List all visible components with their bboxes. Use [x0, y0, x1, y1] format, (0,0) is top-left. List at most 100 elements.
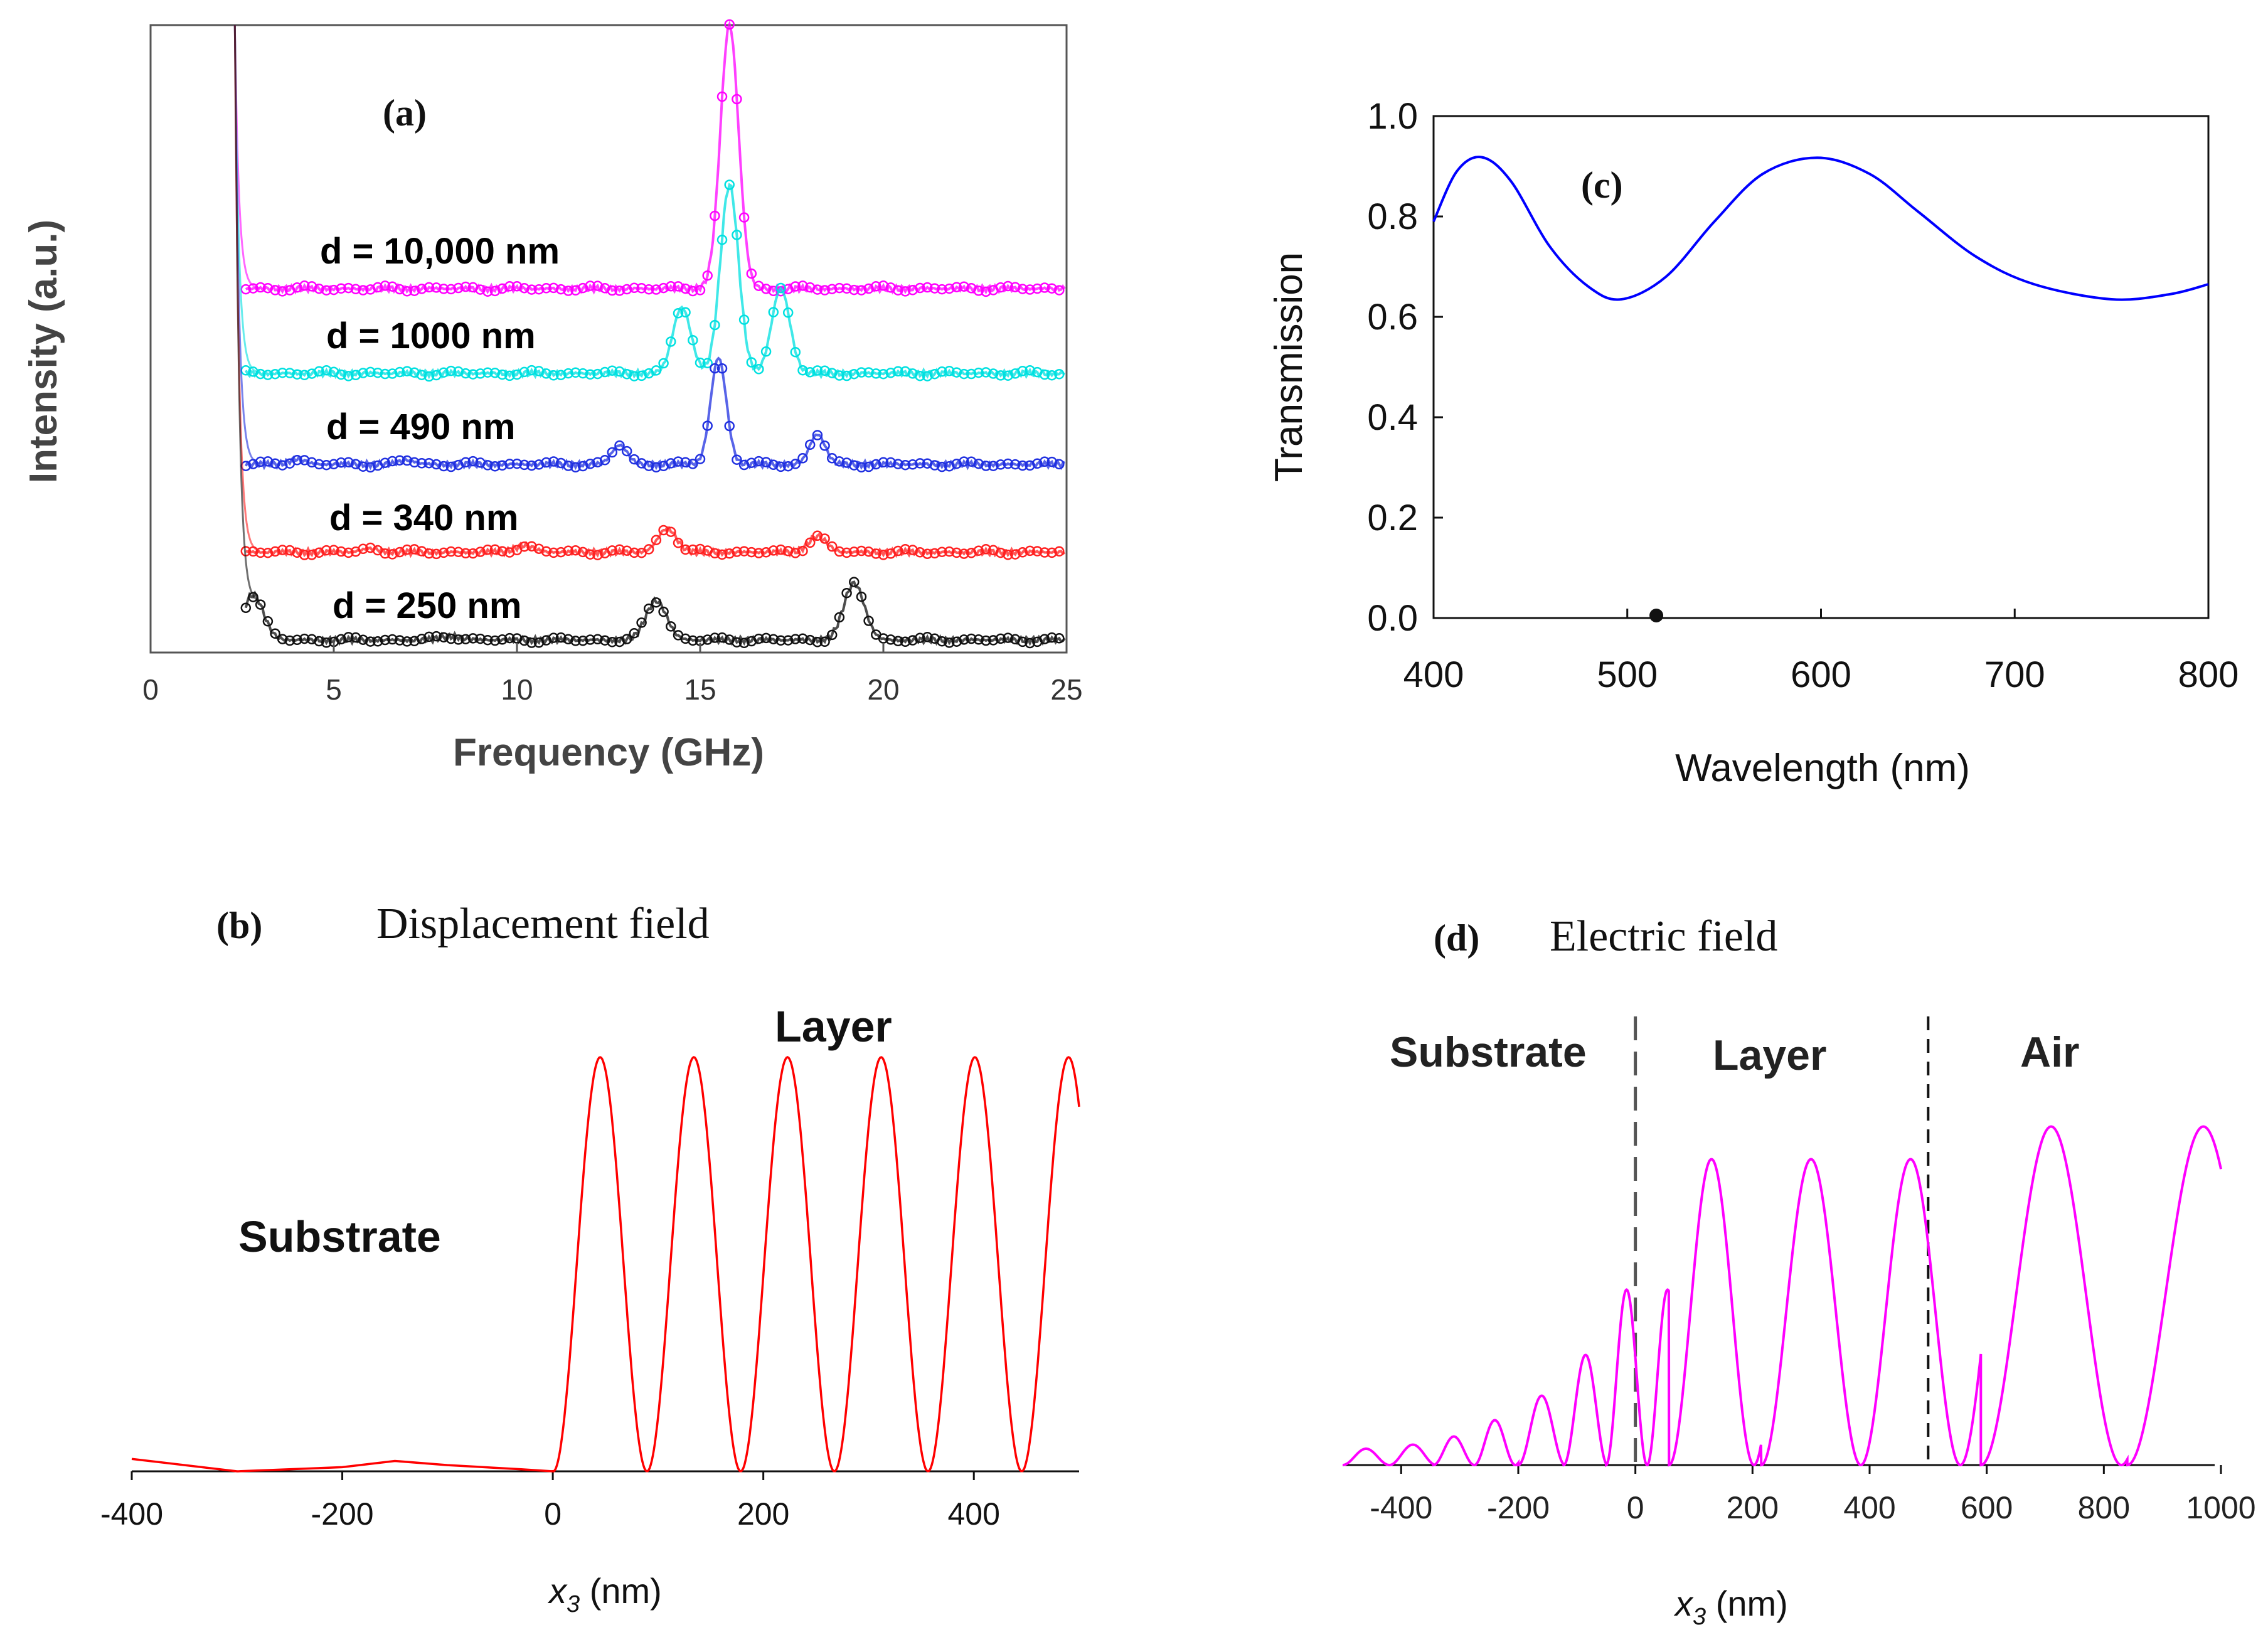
a-data-point — [732, 230, 742, 240]
a-data-point — [592, 368, 603, 380]
a-data-point — [614, 440, 625, 451]
a-data-point — [768, 459, 779, 471]
a-data-point — [380, 548, 391, 559]
a-data-point — [959, 456, 969, 467]
a-data-point — [724, 420, 735, 432]
a-data-point — [702, 420, 713, 431]
a-data-point — [563, 545, 574, 557]
a-data-point — [666, 458, 676, 469]
a-data-point — [782, 546, 794, 557]
a-data-point — [804, 537, 816, 548]
a-data-point — [409, 457, 420, 468]
a-series-line — [245, 20, 1066, 295]
a-data-point — [651, 462, 662, 473]
panel-d: (d) Electric field Substrate Layer Air -… — [1343, 912, 2256, 1630]
a-data-point — [475, 284, 486, 295]
a-data-point — [863, 616, 874, 626]
panel-d-title: Electric field — [1550, 912, 1777, 961]
a-data-point — [306, 634, 317, 645]
panel-a-x-axis-label: Frequency (GHz) — [453, 731, 764, 774]
a-data-point — [402, 636, 413, 647]
a-data-point — [629, 628, 640, 639]
a-data-point — [753, 456, 764, 467]
a-data-point — [519, 366, 530, 378]
wavelength-marker — [1649, 609, 1664, 622]
a-data-point — [922, 548, 933, 559]
a-data-point — [710, 319, 720, 331]
a-data-point — [915, 370, 925, 381]
a-data-point — [570, 367, 581, 378]
a-data-point — [621, 284, 632, 295]
a-data-point — [306, 457, 317, 468]
panel-b-label: (b) — [216, 905, 262, 946]
a-data-point — [519, 459, 530, 471]
a-data-point — [460, 368, 471, 379]
a-data-point — [460, 548, 471, 559]
a-data-point — [929, 548, 940, 559]
a-data-point — [951, 547, 962, 558]
a-data-point — [732, 546, 742, 557]
b-x-tick-label: 200 — [737, 1496, 789, 1532]
a-data-point — [915, 632, 925, 643]
a-data-point — [343, 457, 354, 467]
a-data-point — [629, 547, 640, 558]
a-data-point — [849, 546, 860, 557]
a-data-point — [321, 365, 332, 376]
a-data-point — [453, 634, 464, 645]
a-data-point — [871, 368, 881, 379]
a-data-point — [519, 282, 530, 294]
a-data-point — [489, 544, 501, 555]
a-data-point — [299, 370, 310, 381]
a-data-point — [871, 459, 881, 470]
a-data-point — [716, 234, 728, 245]
a-data-point — [732, 93, 742, 105]
a-data-point — [482, 544, 493, 555]
a-data-point — [797, 545, 808, 557]
a-data-point — [475, 368, 486, 379]
a-data-point — [1046, 283, 1057, 294]
a-data-point — [680, 544, 691, 555]
a-data-point — [658, 606, 669, 617]
a-data-point — [937, 366, 947, 377]
a-data-point — [826, 541, 838, 552]
a-data-point — [658, 358, 669, 369]
a-data-point — [563, 368, 574, 379]
a-data-point — [475, 633, 486, 644]
a-data-point — [856, 367, 867, 378]
a-data-point — [336, 369, 346, 380]
a-data-point — [350, 370, 361, 381]
a-data-point — [856, 285, 867, 296]
a-data-point — [321, 545, 332, 556]
a-data-point — [1017, 284, 1028, 294]
a-data-point — [607, 447, 618, 458]
a-data-point — [710, 210, 720, 221]
a-data-point — [915, 458, 925, 469]
a-data-point — [533, 284, 545, 295]
a-data-point — [937, 284, 947, 295]
a-data-point — [438, 461, 449, 472]
a-data-point — [959, 548, 969, 559]
a-data-point — [1039, 456, 1050, 467]
a-data-point — [732, 454, 742, 465]
a-data-point — [1025, 284, 1035, 295]
a-data-point — [402, 286, 413, 297]
a-data-point — [336, 457, 346, 468]
a-data-point — [1009, 282, 1021, 292]
a-data-point — [797, 365, 808, 376]
a-data-point — [937, 636, 947, 647]
a-data-point — [255, 599, 266, 610]
a-data-point — [629, 282, 640, 294]
a-data-point — [1017, 366, 1028, 376]
a-data-point — [380, 634, 391, 646]
a-data-point — [937, 546, 947, 557]
a-data-point — [951, 367, 962, 378]
a-data-point — [570, 545, 581, 556]
a-data-point — [336, 546, 346, 557]
a-data-point — [467, 456, 479, 467]
a-data-point — [907, 285, 918, 296]
a-data-point — [438, 547, 449, 558]
a-data-point — [724, 179, 735, 190]
a-data-point — [893, 459, 903, 469]
a-data-point — [893, 545, 903, 557]
